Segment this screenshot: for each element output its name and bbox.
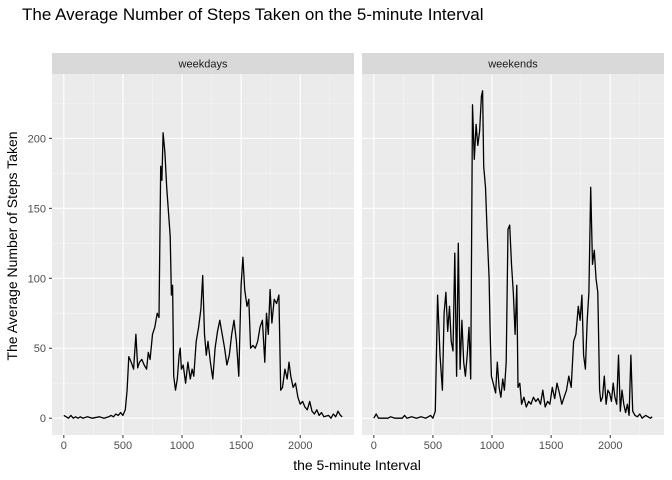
facet-panel-weekdays: weekdays 0 500 1000 1500 2000 0 50 100 150 200	[28, 53, 354, 452]
x-tick-label: 0	[61, 440, 67, 452]
chart-title: The Average Number of Steps Taken on the…	[22, 5, 483, 24]
x-tick-label: 0	[371, 440, 377, 452]
series-line-weekends	[373, 90, 653, 419]
x-tick-label: 500	[114, 440, 132, 452]
facet-strip	[52, 53, 354, 74]
x-tick-label: 500	[424, 440, 442, 452]
y-tick-label: 0	[40, 413, 46, 425]
facet-strip-label: weekends	[487, 59, 538, 71]
x-axis-title: the 5-minute Interval	[293, 457, 421, 473]
x-tick-label: 2000	[598, 440, 622, 452]
series-line-weekdays	[63, 132, 343, 419]
x-tick-label: 1500	[539, 440, 563, 452]
y-axis-title: The Average Number of Steps Taken	[4, 131, 20, 360]
y-tick-label: 50	[34, 343, 46, 355]
plot-background	[52, 74, 354, 435]
facet-strip	[362, 53, 664, 74]
facet-strip-label: weekdays	[178, 59, 228, 71]
facet-panel-weekends: weekends 0 500 1000 1500 2000	[362, 53, 664, 452]
x-tick-label: 2000	[288, 440, 312, 452]
y-tick-label: 100	[28, 273, 46, 285]
plot-background	[362, 74, 664, 435]
x-tick-label: 1000	[480, 440, 504, 452]
x-tick-label: 1000	[170, 440, 194, 452]
y-tick-label: 150	[28, 203, 46, 215]
x-tick-label: 1500	[229, 440, 253, 452]
y-tick-label: 200	[28, 133, 46, 145]
